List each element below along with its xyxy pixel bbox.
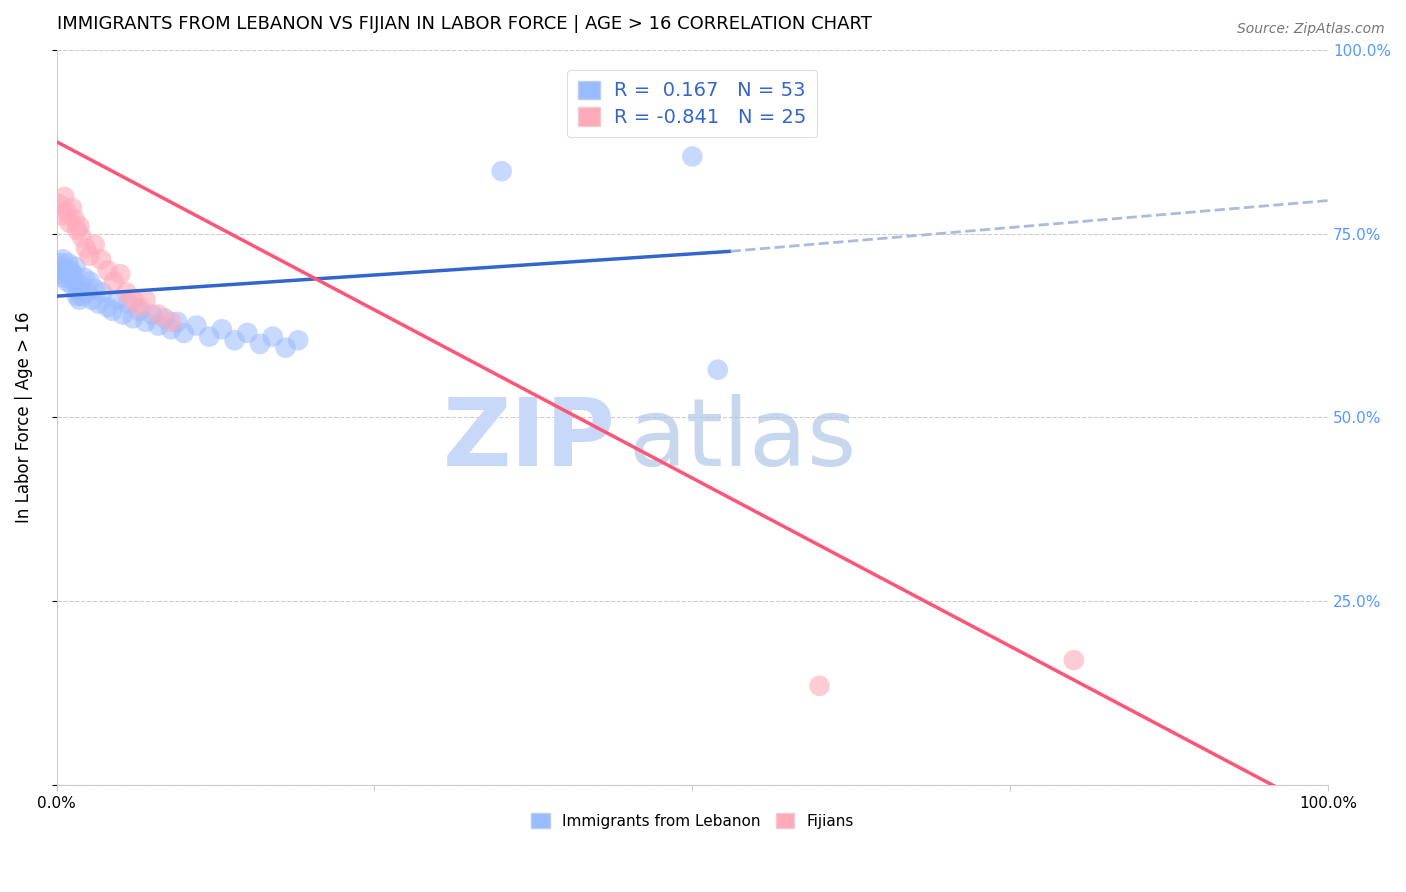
Text: atlas: atlas	[628, 393, 858, 485]
Point	[274, 341, 297, 355]
Point	[69, 219, 91, 234]
Point	[58, 216, 80, 230]
Point	[53, 270, 76, 285]
Point	[249, 337, 271, 351]
Point	[287, 333, 309, 347]
Point	[491, 164, 513, 178]
Point	[166, 315, 188, 329]
Point	[70, 230, 93, 244]
Point	[103, 275, 125, 289]
Point	[186, 318, 208, 333]
Point	[83, 282, 105, 296]
Point	[160, 315, 183, 329]
Point	[46, 267, 69, 281]
Point	[66, 289, 89, 303]
Point	[55, 204, 77, 219]
Point	[101, 303, 124, 318]
Point	[173, 326, 195, 340]
Point	[87, 296, 110, 310]
Point	[111, 308, 134, 322]
Point	[51, 208, 73, 222]
Point	[63, 211, 86, 226]
Point	[135, 315, 157, 329]
Point	[122, 311, 145, 326]
Point	[224, 333, 246, 347]
Point	[49, 256, 72, 270]
Point	[707, 362, 730, 376]
Text: IMMIGRANTS FROM LEBANON VS FIJIAN IN LABOR FORCE | AGE > 16 CORRELATION CHART: IMMIGRANTS FROM LEBANON VS FIJIAN IN LAB…	[56, 15, 872, 33]
Point	[122, 293, 145, 307]
Point	[69, 278, 91, 293]
Point	[60, 278, 83, 293]
Point	[91, 285, 114, 300]
Point	[90, 252, 112, 267]
Point	[153, 311, 176, 326]
Point	[83, 237, 105, 252]
Point	[262, 329, 284, 343]
Point	[66, 223, 89, 237]
Point	[79, 249, 101, 263]
Point	[107, 293, 129, 307]
Point	[128, 303, 150, 318]
Point	[55, 275, 77, 289]
Point	[56, 256, 79, 270]
Point	[53, 190, 76, 204]
Point	[55, 263, 77, 277]
Point	[148, 308, 170, 322]
Point	[73, 270, 96, 285]
Point	[65, 260, 87, 274]
Point	[67, 285, 90, 300]
Point	[1063, 653, 1085, 667]
Text: ZIP: ZIP	[443, 393, 616, 485]
Legend: Immigrants from Lebanon, Fijians: Immigrants from Lebanon, Fijians	[523, 805, 860, 837]
Point	[52, 252, 75, 267]
Point	[108, 267, 131, 281]
Point	[128, 300, 150, 314]
Point	[76, 285, 98, 300]
Point	[198, 329, 221, 343]
Point	[60, 201, 83, 215]
Point	[79, 275, 101, 289]
Point	[63, 275, 86, 289]
Point	[62, 267, 84, 281]
Point	[48, 197, 70, 211]
Point	[51, 263, 73, 277]
Point	[808, 679, 831, 693]
Point	[148, 318, 170, 333]
Point	[115, 285, 138, 300]
Point	[75, 241, 97, 255]
Point	[70, 289, 93, 303]
Point	[96, 300, 118, 314]
Point	[236, 326, 259, 340]
Point	[82, 293, 104, 307]
Point	[58, 267, 80, 281]
Point	[135, 293, 157, 307]
Text: Source: ZipAtlas.com: Source: ZipAtlas.com	[1237, 22, 1385, 37]
Point	[160, 322, 183, 336]
Point	[681, 149, 703, 163]
Point	[48, 260, 70, 274]
Point	[211, 322, 233, 336]
Point	[141, 308, 163, 322]
Point	[117, 296, 139, 310]
Point	[59, 263, 82, 277]
Y-axis label: In Labor Force | Age > 16: In Labor Force | Age > 16	[15, 311, 32, 524]
Point	[69, 293, 91, 307]
Point	[96, 263, 118, 277]
